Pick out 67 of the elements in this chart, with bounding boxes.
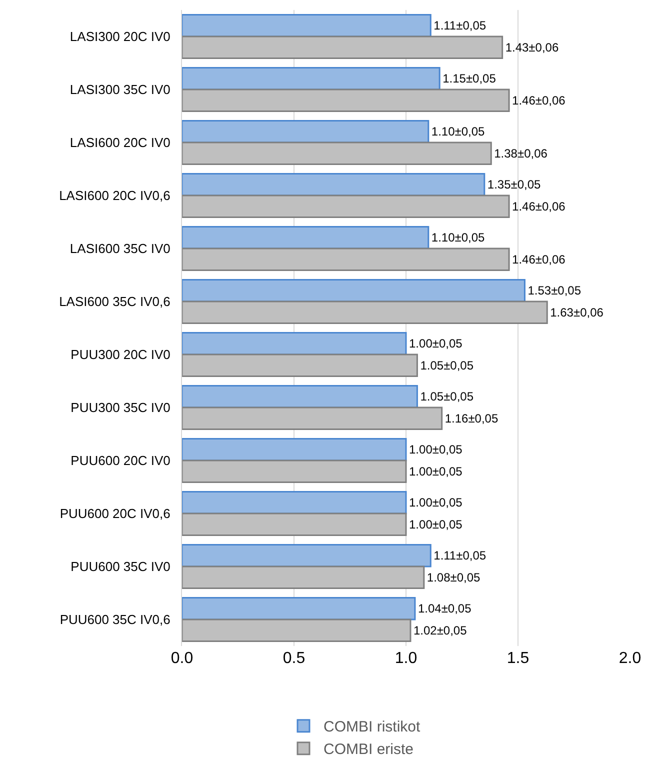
bar [182, 491, 407, 514]
data-label: 1.08±0,05 [426, 570, 481, 584]
bar [182, 354, 418, 377]
bar [182, 385, 418, 408]
y-tick-label: LASI600 35C IV0 [70, 241, 170, 256]
data-label: 1.63±0,06 [550, 305, 604, 320]
legend-label: COMBI ristikot [324, 718, 422, 736]
data-label: 1.43±0,06 [505, 40, 559, 54]
legend-label: COMBI eriste [324, 741, 414, 758]
bar [182, 173, 486, 196]
x-tick-label: 1.5 [506, 650, 530, 667]
bar [182, 14, 432, 38]
data-label: 1.46±0,06 [512, 93, 566, 108]
y-tick-label: PUU300 35C IV0 [70, 400, 170, 416]
bar [182, 618, 412, 642]
bar [182, 88, 510, 112]
data-label: 1.10±0,05 [431, 124, 486, 139]
data-label: 1.46±0,06 [512, 199, 566, 214]
y-tick-label: LASI300 35C IV0 [70, 82, 170, 98]
y-tick-label: LASI600 35C IV0,6 [59, 294, 170, 310]
bar [182, 460, 407, 483]
data-label: 1.35±0,05 [487, 178, 542, 192]
data-label: 1.00±0,05 [409, 442, 463, 457]
bar [182, 194, 510, 218]
data-label: 1.04±0,05 [418, 602, 472, 616]
y-tick-label: LASI600 20C IV0,6 [59, 188, 170, 204]
bar [182, 300, 548, 324]
bar [182, 544, 432, 568]
bar [182, 597, 416, 620]
y-tick-label: PUU600 20C IV0,6 [60, 506, 170, 522]
data-label: 1.05±0,05 [420, 358, 474, 372]
x-tick-label: 0.0 [170, 650, 194, 667]
data-label: 1.00±0,05 [409, 336, 463, 351]
bar [182, 406, 443, 430]
data-label: 1.11±0,05 [434, 548, 486, 563]
data-label: 1.10±0,05 [431, 230, 486, 245]
bar [182, 36, 504, 59]
bar [182, 512, 407, 536]
bar [182, 142, 492, 165]
y-tick-label: LASI600 20C IV0 [70, 135, 170, 150]
bar [182, 332, 407, 356]
x-tick-label: 0.5 [282, 650, 306, 667]
data-label: 1.53±0,05 [528, 284, 582, 298]
y-tick-label: PUU300 20C IV0 [70, 347, 170, 362]
x-tick-label: 2.0 [618, 650, 642, 667]
data-label: 1.00±0,05 [409, 496, 463, 510]
data-label: 1.11±0,05 [434, 18, 486, 33]
bar [182, 566, 425, 589]
y-tick-label: PUU600 35C IV0,6 [60, 612, 170, 628]
data-label: 1.00±0,05 [409, 464, 463, 478]
y-tick-label: PUU600 20C IV0 [70, 453, 170, 468]
data-label: 1.16±0,05 [444, 411, 498, 426]
data-label: 1.02±0,05 [413, 623, 468, 638]
data-label: 1.38±0,06 [494, 146, 548, 160]
y-tick-label: LASI300 20C IV0 [70, 29, 170, 44]
bar [182, 248, 510, 271]
y-tick-label: PUU600 35C IV0 [70, 559, 170, 574]
bar [182, 226, 430, 250]
data-label: 1.15±0,05 [442, 72, 496, 86]
bar [182, 279, 526, 302]
data-label: 1.00±0,05 [409, 517, 463, 532]
data-label: 1.46±0,06 [512, 252, 566, 266]
bar [182, 120, 430, 144]
bar [182, 67, 440, 90]
data-label: 1.05±0,05 [420, 390, 474, 404]
bar [182, 438, 407, 462]
x-tick-label: 1.0 [394, 650, 418, 667]
